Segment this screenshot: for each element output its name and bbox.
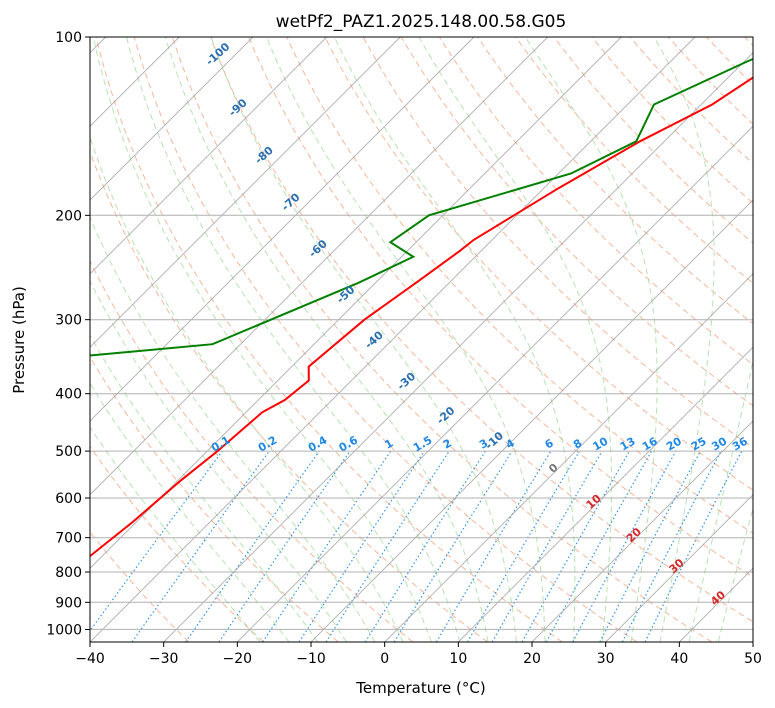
y-tick-label: 900: [55, 595, 82, 611]
mixing-ratio-line: [298, 450, 425, 642]
dry-adiabat-line: [90, 356, 339, 642]
y-tick-label: 800: [55, 565, 82, 581]
dry-adiabat-line: [515, 37, 753, 284]
isotherm-line: [384, 273, 753, 642]
axes: −40 −30 −20 −10 0 10 20 30 40 50 100 200 300 400 500 60…: [46, 30, 762, 667]
dry-adiabat-line: [90, 445, 264, 642]
moist-adiabat-line: [90, 426, 261, 642]
y-tick-label: 1000: [46, 622, 82, 638]
isotherm-line: [163, 52, 753, 642]
moist-adiabat-line: [90, 135, 404, 642]
mixing-ratio-line: [393, 450, 513, 642]
mixing-ratio-line: [218, 450, 351, 642]
mixing-ratio-line: [325, 450, 450, 642]
x-tick-label: 0: [380, 651, 389, 667]
isotherm-line: [90, 37, 622, 569]
mixing-ratio-line: [131, 450, 270, 642]
moist-adiabat-line: [126, 37, 461, 642]
y-tick-label: 400: [55, 387, 82, 403]
moist-adiabat-line: [90, 215, 376, 642]
temperature-trace: [90, 76, 753, 558]
dry-adiabat-line: [90, 259, 414, 642]
moist-adiabat-line: [164, 37, 489, 642]
moist-adiabat-line: [210, 37, 517, 642]
mixing-ratio-line: [185, 450, 320, 642]
moist-adiabat-line: [653, 37, 715, 642]
moist-adiabat-line: [90, 334, 319, 642]
isotherm-line: [90, 37, 401, 348]
isotherm-line: [90, 37, 549, 496]
plot-frame: [89, 36, 754, 643]
dry-adiabat-line: [324, 37, 753, 491]
chart-title: wetPf2_PAZ1.2025.148.00.58.G05: [276, 12, 567, 32]
y-tick-label: 700: [55, 531, 82, 547]
x-axis-label: Temperature (°C): [355, 679, 485, 697]
y-tick-label: 600: [55, 491, 82, 507]
moist-adiabat-line: [418, 37, 613, 642]
mixing-ratio-line: [521, 450, 631, 642]
dewpoint-trace: [90, 57, 753, 357]
x-tick-label: −20: [223, 651, 253, 667]
mixing-ratio-line: [644, 450, 743, 642]
isotherm-line: [90, 37, 254, 201]
isotherm-line: [90, 37, 328, 275]
isotherm-line: [236, 125, 753, 642]
y-tick-label: 100: [55, 30, 82, 46]
x-tick-label: −40: [75, 651, 105, 667]
dry-adiabat-line: [210, 37, 753, 623]
x-tick-label: −10: [296, 651, 326, 667]
isotherm-line: [531, 420, 753, 642]
dry-adiabat-line: [95, 37, 563, 642]
x-tick-label: 10: [449, 651, 467, 667]
x-tick-label: 20: [523, 651, 541, 667]
dry-adiabat-line: [286, 37, 753, 534]
dry-adiabat-line: [248, 37, 753, 578]
moist-adiabat-line: [717, 506, 753, 642]
x-tick-label: −30: [149, 651, 179, 667]
mixing-ratio-line: [545, 450, 653, 642]
isotherm-line: [457, 346, 753, 642]
y-tick-label: 300: [55, 313, 82, 329]
y-axis-label: Pressure (hPa): [10, 286, 28, 394]
isotherm-line: [90, 37, 696, 642]
x-tick-label: 40: [670, 651, 688, 667]
x-tick-label: 50: [744, 651, 762, 667]
mixing-ratio-line: [572, 450, 677, 642]
mixing-ratio-line: [90, 450, 223, 632]
moist-adiabat-line: [333, 37, 576, 642]
moist-adiabat-line: [688, 358, 753, 642]
dry-adiabat-line: [171, 37, 712, 642]
x-tick-label: 30: [597, 651, 615, 667]
moist-adiabat-line: [524, 37, 658, 642]
mixing-ratio-line: [262, 450, 392, 642]
isotherm-line: [310, 199, 753, 642]
isotherm-line: [90, 37, 475, 422]
moist-adiabat-line: [92, 37, 432, 642]
isotherm-line: [605, 494, 753, 642]
moist-adiabat-line: [266, 37, 546, 642]
y-tick-label: 500: [55, 444, 82, 460]
moist-adiabat-line: [90, 382, 290, 642]
y-tick-label: 200: [55, 208, 82, 224]
